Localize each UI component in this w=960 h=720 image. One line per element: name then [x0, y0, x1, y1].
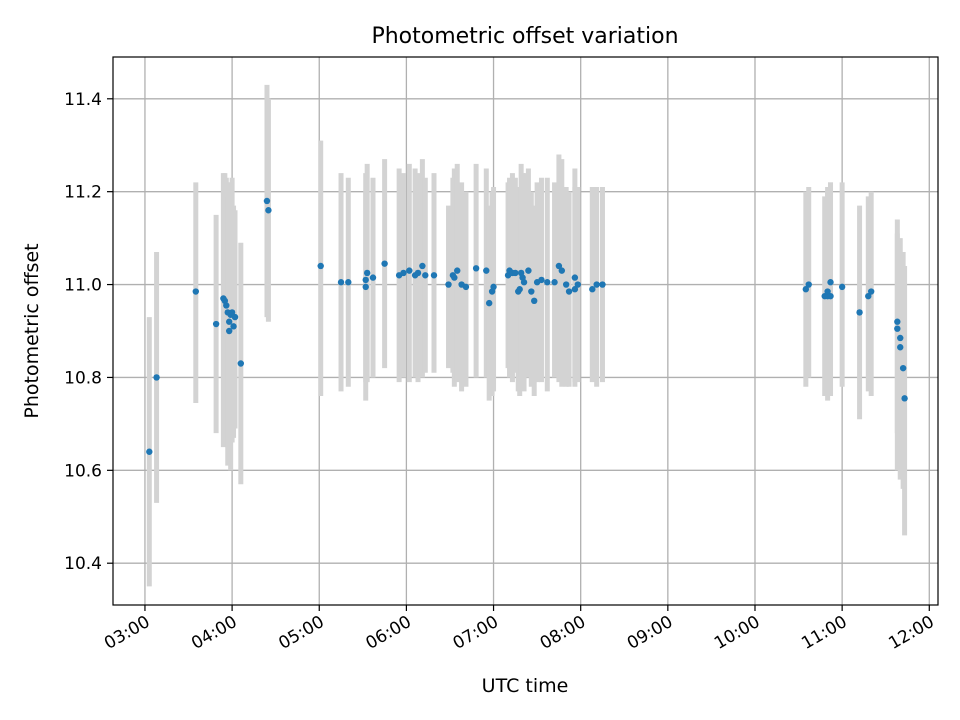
data-points — [146, 197, 908, 455]
data-point — [531, 297, 538, 305]
data-point — [237, 360, 245, 367]
data-point — [894, 318, 901, 325]
data-point — [897, 334, 904, 342]
data-point — [406, 267, 413, 274]
data-point — [317, 262, 324, 270]
data-point — [445, 281, 452, 288]
y-tick-label: 11.0 — [64, 276, 102, 296]
data-point — [589, 286, 596, 293]
data-point — [593, 281, 600, 288]
data-point — [558, 267, 566, 274]
data-point — [230, 323, 237, 330]
data-point — [538, 276, 545, 284]
data-point — [520, 279, 528, 286]
data-point — [897, 344, 904, 351]
data-point — [565, 288, 573, 295]
data-point — [146, 448, 153, 455]
data-point — [337, 279, 345, 286]
data-point — [571, 286, 579, 293]
data-point — [362, 276, 369, 284]
data-point — [824, 288, 831, 295]
data-point — [901, 395, 908, 402]
data-point — [223, 302, 230, 309]
y-axis-label: Photometric offset — [21, 243, 43, 418]
data-point — [827, 292, 834, 300]
data-point — [462, 283, 470, 291]
y-tick-label: 10.8 — [64, 368, 102, 388]
data-point — [571, 274, 579, 281]
data-point — [555, 262, 563, 270]
data-point — [512, 269, 519, 277]
data-point — [544, 279, 551, 286]
data-point — [472, 265, 480, 272]
data-point — [899, 364, 907, 372]
y-tick-label: 11.4 — [64, 90, 102, 110]
data-point — [265, 207, 272, 214]
data-point — [362, 283, 369, 291]
data-point — [381, 260, 388, 267]
data-point — [490, 283, 497, 291]
data-point — [528, 288, 535, 295]
data-point — [551, 279, 558, 286]
data-point — [451, 274, 458, 281]
data-point — [225, 318, 233, 325]
data-point — [192, 288, 199, 295]
data-point — [263, 197, 271, 205]
data-point — [525, 267, 532, 274]
plot-frame — [112, 56, 939, 606]
data-point — [856, 309, 863, 316]
data-point — [485, 299, 493, 307]
data-point — [562, 281, 570, 288]
y-tick-label: 10.4 — [64, 554, 102, 574]
data-point — [894, 325, 901, 332]
y-tick-label: 11.2 — [64, 183, 102, 203]
data-point — [454, 267, 461, 274]
data-point — [805, 281, 812, 288]
data-point — [414, 269, 422, 277]
data-point — [400, 269, 407, 277]
data-point — [802, 286, 810, 293]
data-point — [599, 281, 606, 288]
y-axis-ticks: 10.4 10.6 10.8 11.0 11.2 11.4 — [64, 90, 113, 574]
data-point — [483, 267, 490, 274]
data-point — [867, 288, 875, 295]
chart-title: Photometric offset variation — [371, 24, 678, 49]
data-point — [422, 272, 429, 279]
data-point — [363, 269, 371, 277]
data-point — [231, 313, 239, 321]
data-point — [228, 309, 236, 316]
data-point — [865, 292, 872, 300]
data-point — [212, 320, 220, 328]
data-point — [153, 374, 160, 381]
data-point — [838, 283, 846, 291]
data-point — [419, 262, 426, 270]
data-point — [225, 327, 233, 335]
data-point — [827, 279, 834, 286]
x-axis-label: UTC time — [482, 675, 569, 697]
data-point — [430, 272, 438, 279]
data-point — [516, 286, 523, 293]
data-point — [369, 274, 377, 281]
y-tick-label: 10.6 — [64, 461, 102, 481]
data-point — [574, 281, 581, 288]
data-point — [345, 279, 352, 286]
